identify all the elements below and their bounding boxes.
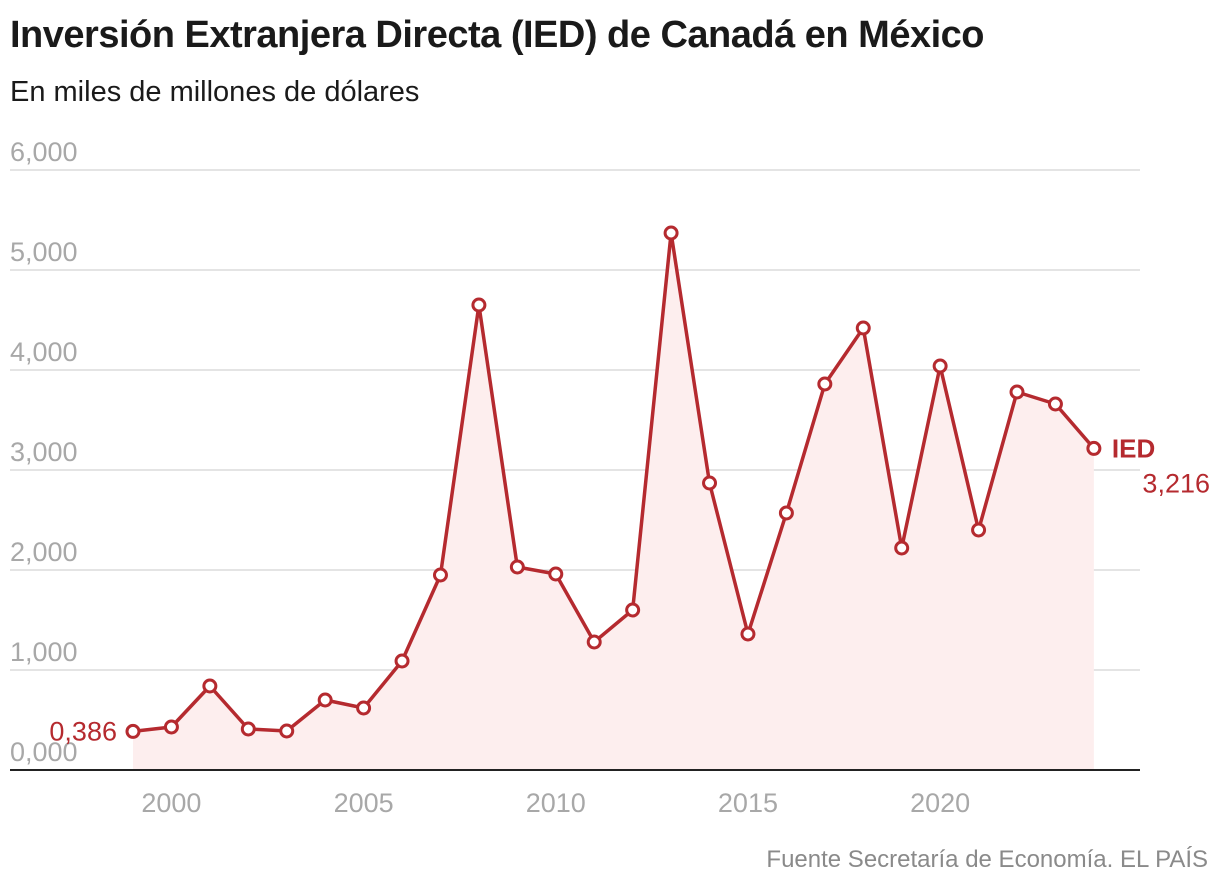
data-point [279,723,295,739]
data-point [663,225,679,241]
end-value-label: 3,216 [1142,468,1210,498]
series-line [132,231,1096,734]
x-tick-label: 2020 [910,788,970,818]
data-point [740,626,756,642]
data-point [163,719,179,735]
y-tick-label: 3,000 [10,437,78,467]
x-tick-label: 2015 [718,788,778,818]
data-point [817,376,833,392]
data-point [471,297,487,313]
y-tick-label: 5,000 [10,237,78,267]
source-note: Fuente Secretaría de Economía. EL PAÍS [766,846,1208,873]
data-point [240,721,256,737]
data-point [586,634,602,650]
data-point [202,678,218,694]
data-point [432,567,448,583]
x-tick-label: 2000 [141,788,201,818]
start-value-label: 0,386 [49,716,117,746]
y-tick-label: 2,000 [10,537,78,567]
y-tick-label: 4,000 [10,337,78,367]
data-point [1086,440,1102,456]
data-point [1047,396,1063,412]
y-tick-label: 6,000 [10,137,78,167]
data-point [1009,384,1025,400]
data-point [855,320,871,336]
data-point [778,505,794,521]
y-tick-label: 0,000 [10,737,78,767]
data-point [932,358,948,374]
y-tick-label: 1,000 [10,637,78,667]
data-point [894,540,910,556]
chart-title: Inversión Extranjera Directa (IED) de Ca… [10,14,985,56]
data-point [317,692,333,708]
chart-subtitle: En miles de millones de dólares [10,76,420,108]
data-point [125,723,141,739]
data-point [509,559,525,575]
data-point [971,522,987,538]
data-point [625,602,641,618]
series-name-label: IED [1112,433,1155,463]
x-tick-label: 2005 [334,788,394,818]
x-tick-label: 2010 [526,788,586,818]
data-point [356,700,372,716]
data-point [702,475,718,491]
series-area [132,233,1094,770]
data-point [548,566,564,582]
data-point [394,653,410,669]
